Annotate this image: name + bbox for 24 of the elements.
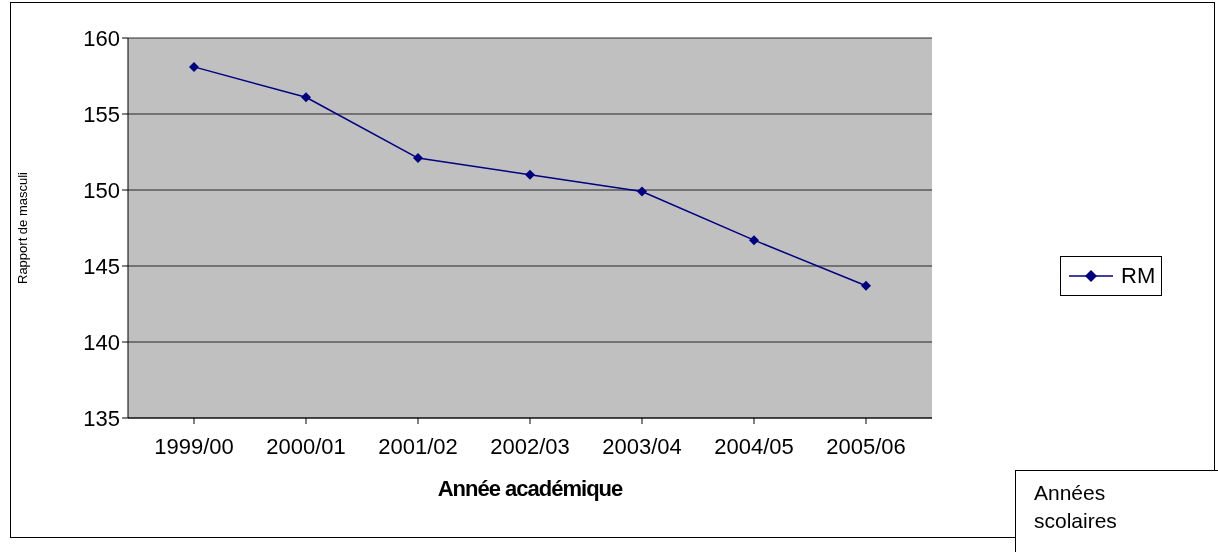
point <box>301 92 311 103</box>
text: Années scolaires <box>1034 480 1118 534</box>
y-tick-label: 155 <box>83 101 120 127</box>
x-tick-label: 2001/02 <box>378 433 458 459</box>
y-tick-label: 160 <box>83 25 120 51</box>
x-tick-label: 2000/01 <box>266 433 346 459</box>
y-axis-title: Rapport de masculi <box>14 171 30 284</box>
x-tick-label: 2005/06 <box>826 433 906 459</box>
x-tick-label: 2004/05 <box>714 433 794 459</box>
point <box>861 280 871 291</box>
point <box>525 169 535 180</box>
x-tick-label: 2003/04 <box>602 433 682 459</box>
x-tick-label: 1999/00 <box>154 433 234 459</box>
point <box>189 61 199 72</box>
point <box>749 235 759 246</box>
x-axis-title: Année académique <box>437 475 624 501</box>
y-tick-label: 145 <box>83 253 120 279</box>
legend-label: RM <box>1121 263 1156 289</box>
x-tick-label: 2002/03 <box>490 433 570 459</box>
y-tick-label: 135 <box>83 405 120 431</box>
y-tick-label: 140 <box>83 329 120 355</box>
point <box>413 153 423 164</box>
y-tick-label: 150 <box>83 177 120 203</box>
point <box>637 186 647 197</box>
